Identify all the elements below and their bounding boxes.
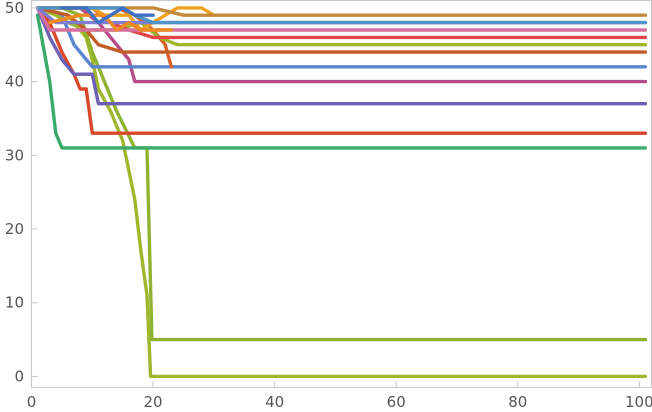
y-axis: 0 10 20 30 40 50 [5, 0, 38, 385]
series-line-4 [35, 6, 648, 135]
x-axis: 0 20 40 60 80 100 [27, 381, 652, 411]
series-line-10 [35, 6, 648, 54]
y-tick-label: 20 [5, 220, 24, 238]
y-tick-label: 10 [5, 294, 24, 312]
series-line-5 [35, 6, 648, 106]
series-layer [35, 6, 648, 379]
x-tick-label: 20 [144, 393, 163, 411]
series-line-13 [35, 6, 648, 32]
series-line-2 [35, 6, 648, 342]
y-tick-label: 0 [14, 367, 24, 385]
y-tick-label: 50 [5, 0, 24, 17]
plot-frame [31, 0, 652, 388]
series-line-3 [35, 13, 648, 150]
x-tick-label: 60 [387, 393, 406, 411]
y-tick-label: 30 [5, 146, 24, 164]
series-line-12 [35, 6, 216, 32]
x-tick-label: 40 [265, 393, 284, 411]
series-line-18 [60, 6, 155, 25]
series-line-17 [48, 13, 174, 32]
y-tick-label: 40 [5, 73, 24, 91]
series-line-1 [35, 6, 648, 379]
x-tick-label: 0 [27, 393, 37, 411]
x-tick-label: 80 [508, 393, 527, 411]
x-tick-label: 100 [625, 393, 652, 411]
